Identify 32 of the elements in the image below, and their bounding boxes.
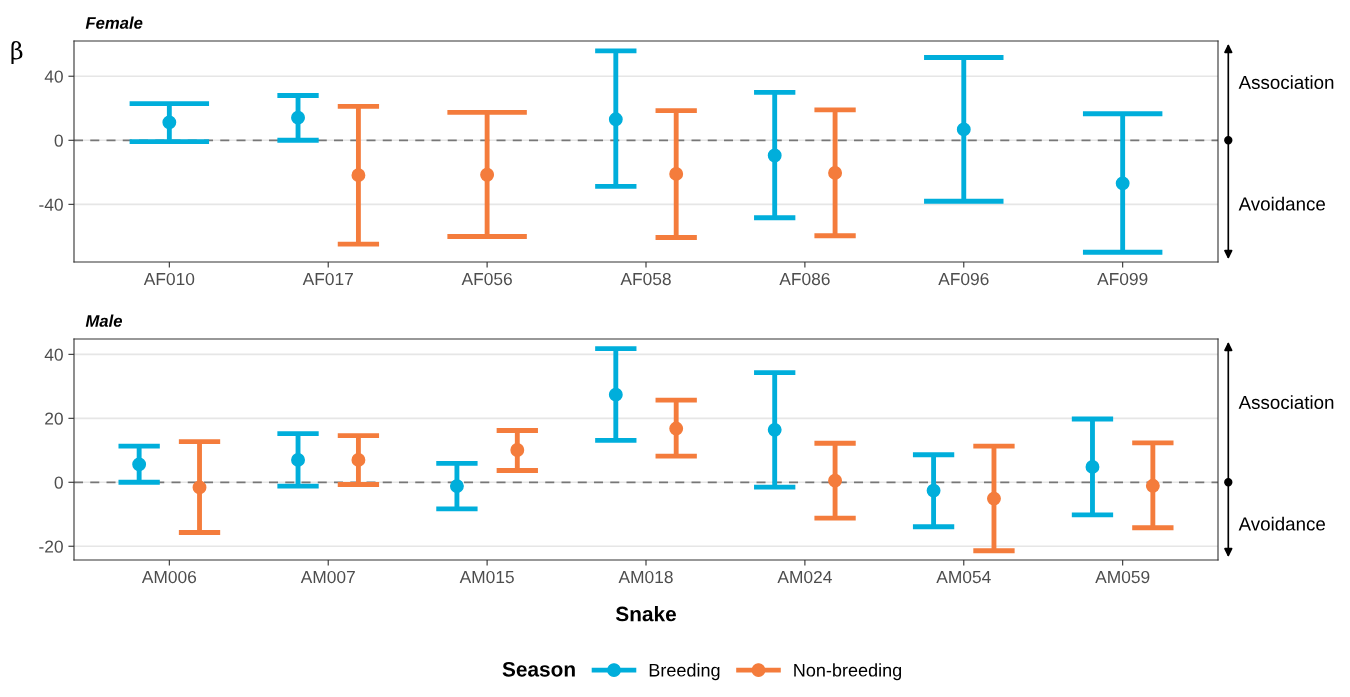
y-tick-label: 20 xyxy=(45,412,63,425)
x-tick-label: AM018 xyxy=(618,570,673,584)
legend-label: Non-breeding xyxy=(794,663,902,681)
y-tick-label: 40 xyxy=(44,70,63,83)
x-tick-label: AM007 xyxy=(300,570,355,584)
text: Avoidance xyxy=(1238,516,1325,531)
x-tick-label: AM006 xyxy=(141,570,197,584)
x-tick-label: AF096 xyxy=(938,272,989,286)
x-tick-label: AF086 xyxy=(779,272,830,286)
x-tick-label: AF058 xyxy=(620,272,671,286)
x-tick-label: AF017 xyxy=(302,272,353,286)
y-axis-title: β xyxy=(11,41,23,64)
chart-title: Female xyxy=(85,16,143,29)
legend-label: Breeding xyxy=(649,663,720,681)
y-tick-label: -40 xyxy=(39,198,63,211)
y-tick-label: 0 xyxy=(54,476,63,489)
chart-title: Male xyxy=(85,314,123,327)
y-tick-label: -20 xyxy=(39,540,63,553)
text: Avoidance xyxy=(1238,196,1325,211)
x-tick-label: AF010 xyxy=(143,272,195,286)
x-tick-label: AM059 xyxy=(1095,570,1150,584)
x-tick-label: AF056 xyxy=(461,272,512,286)
x-tick-label: AM054 xyxy=(936,570,991,584)
x-tick-label: AF099 xyxy=(1097,272,1148,286)
text: Association xyxy=(1238,75,1334,90)
text: Association xyxy=(1238,395,1334,410)
y-tick-label: 0 xyxy=(54,134,63,147)
x-tick-label: AM024 xyxy=(777,570,832,584)
y-tick-label: 40 xyxy=(44,348,63,361)
x-tick-label: AM015 xyxy=(459,570,514,584)
x-axis-title: Snake xyxy=(615,606,676,622)
legend-title: Season xyxy=(502,661,575,677)
